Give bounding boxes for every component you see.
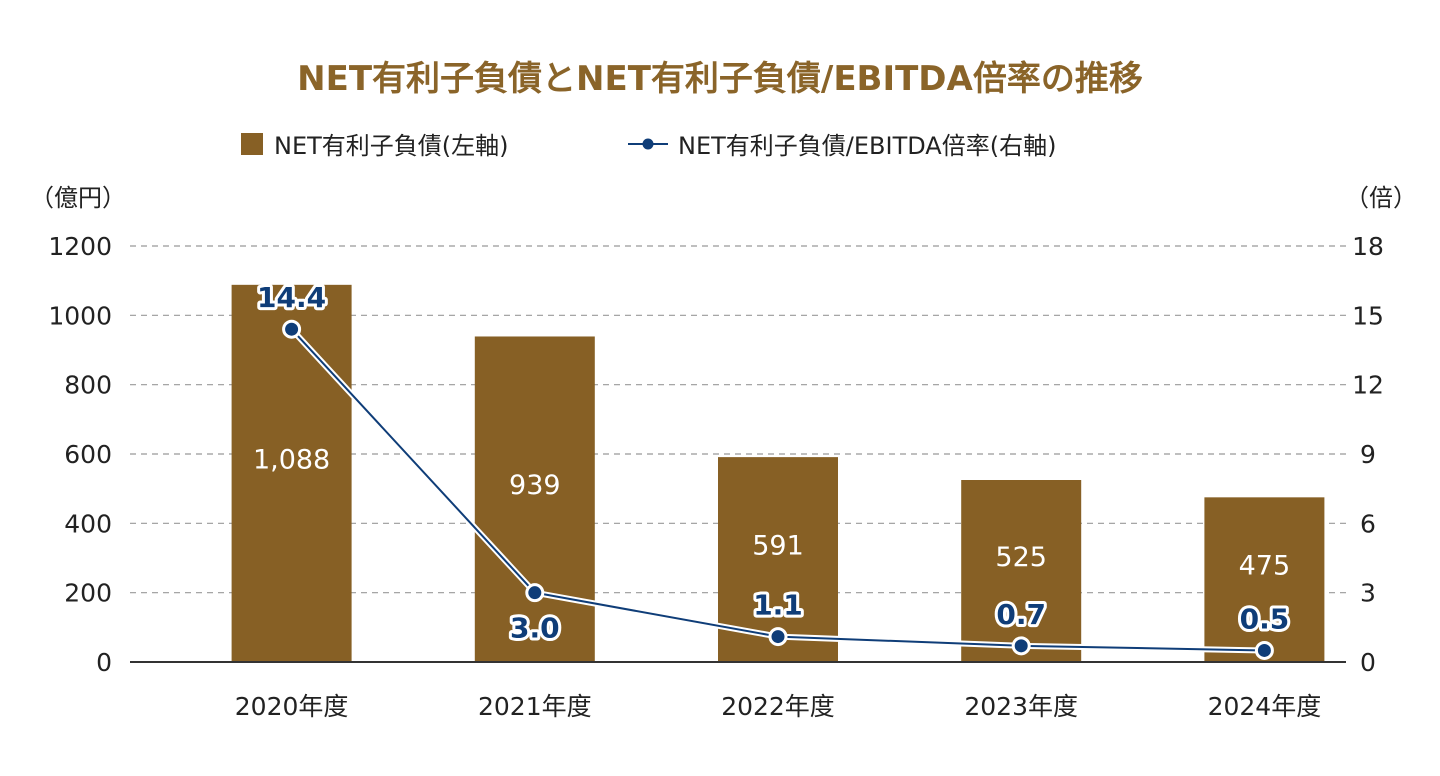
bar <box>1204 497 1325 662</box>
legend-line-marker <box>642 138 654 150</box>
y-right-tick-label: 18 <box>1352 232 1384 261</box>
y-right-tick-label: 12 <box>1352 371 1384 400</box>
legend-bar-label: NET有利子負債(左軸) <box>274 132 509 160</box>
bar <box>961 480 1082 662</box>
y-left-tick-label: 800 <box>64 371 112 400</box>
y-right-tick-label: 3 <box>1360 579 1376 608</box>
legend-line-label: NET有利子負債/EBITDA倍率(右軸) <box>678 132 1056 160</box>
y-right-tick-label: 15 <box>1352 301 1384 330</box>
line-point <box>282 319 302 339</box>
y-right-tick-label: 0 <box>1360 648 1376 677</box>
line-value-label: 0.7 <box>996 598 1046 631</box>
legend-bar-swatch <box>241 133 263 155</box>
line-point <box>1254 640 1274 660</box>
x-tick-label: 2024年度 <box>1208 692 1322 721</box>
y-right-tick-label: 9 <box>1360 440 1376 469</box>
y-left-unit-label: （億円） <box>30 184 126 212</box>
y-right-ticks: 0 3 6 9 12 15 18 <box>1352 232 1384 677</box>
line-value-label: 1.1 <box>753 589 803 622</box>
y-left-tick-label: 600 <box>64 440 112 469</box>
y-right-unit-label: （倍） <box>1345 184 1417 212</box>
bar-value-label: 1,088 <box>253 444 330 475</box>
y-right-tick-label: 6 <box>1360 509 1376 538</box>
bar-value-label: 525 <box>995 542 1047 573</box>
x-tick-label: 2023年度 <box>964 692 1078 721</box>
line-value-label: 0.5 <box>1240 602 1290 635</box>
bar-value-labels: 1,088 939 591 525 475 <box>253 444 1290 581</box>
line-point <box>1011 636 1031 656</box>
bar-value-label: 939 <box>509 470 561 501</box>
bar <box>231 284 352 662</box>
bar <box>474 336 595 662</box>
x-tick-label: 2020年度 <box>235 692 349 721</box>
line-value-labels: 14.4 3.0 1.1 0.7 0.5 <box>254 278 1292 647</box>
legend: NET有利子負債(左軸) NET有利子負債/EBITDA倍率(右軸) <box>241 132 1056 160</box>
line-series <box>282 319 1274 660</box>
line-point <box>525 583 545 603</box>
x-tick-label: 2021年度 <box>478 692 592 721</box>
chart-title: NET有利子負債とNET有利子負債/EBITDA倍率の推移 <box>297 59 1143 99</box>
y-left-tick-label: 400 <box>64 509 112 538</box>
y-left-tick-label: 200 <box>64 579 112 608</box>
y-left-tick-label: 1000 <box>48 301 112 330</box>
x-ticks: 2020年度 2021年度 2022年度 2023年度 2024年度 <box>235 692 1321 721</box>
line-value-label: 3.0 <box>510 612 560 645</box>
bar-value-label: 475 <box>1239 551 1291 582</box>
bar-value-label: 591 <box>752 531 804 562</box>
y-left-tick-label: 1200 <box>48 232 112 261</box>
x-tick-label: 2022年度 <box>721 692 835 721</box>
line-value-label: 14.4 <box>257 281 326 314</box>
y-left-tick-label: 0 <box>96 648 112 677</box>
y-left-ticks: 0 200 400 600 800 1000 1200 <box>48 232 112 677</box>
line-point <box>768 627 788 647</box>
